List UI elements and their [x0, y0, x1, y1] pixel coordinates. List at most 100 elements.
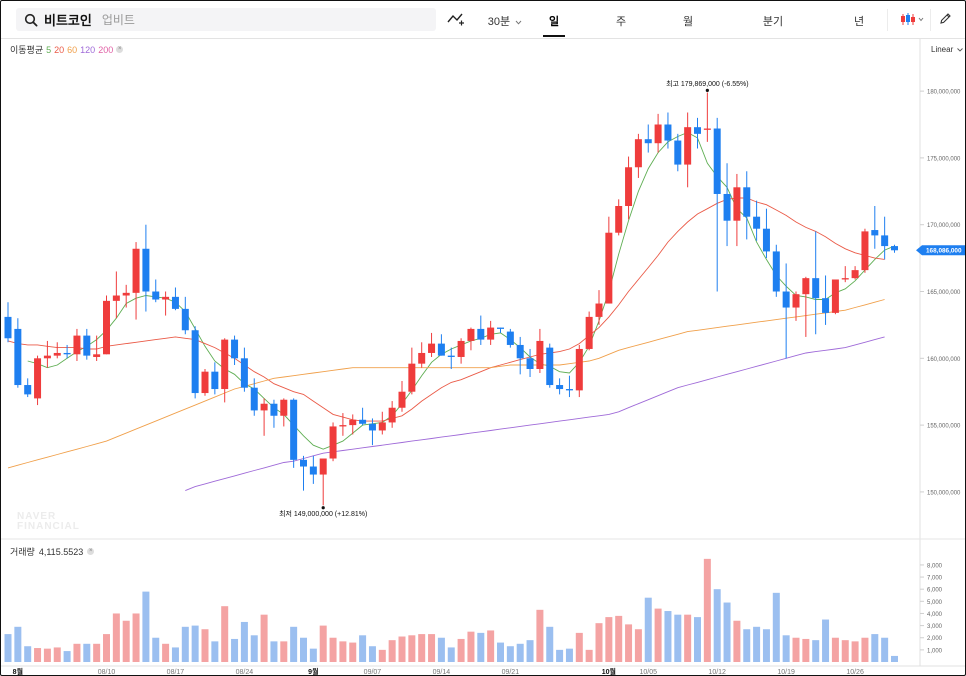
- volume-bar: [319, 625, 327, 662]
- candle-body: [191, 330, 199, 394]
- pencil-icon[interactable]: [939, 12, 952, 25]
- volume-bar: [487, 630, 495, 662]
- volume-tick-label: 3,000: [927, 624, 943, 630]
- volume-bar: [349, 642, 357, 662]
- volume-bar: [260, 614, 268, 662]
- x-tick-label: 09/07: [364, 669, 382, 675]
- volume-bar: [634, 629, 642, 662]
- candle-body: [694, 127, 701, 134]
- ma-period-120: 120: [80, 44, 96, 55]
- scale-mode-select[interactable]: Linear: [931, 45, 964, 54]
- candle-body: [290, 399, 298, 460]
- high-marker-label: 최고 179,869,000 (-6.55%): [666, 79, 749, 88]
- volume-bar: [605, 617, 613, 662]
- volume-bar: [575, 632, 583, 662]
- search-box[interactable]: 비트코인 업비트: [16, 8, 436, 31]
- candle-body: [408, 363, 416, 392]
- price-tick-label: 150,000,000: [927, 490, 961, 496]
- chevron-down-icon: [515, 20, 522, 25]
- close-icon[interactable]: ×: [116, 46, 124, 53]
- close-icon[interactable]: ×: [87, 548, 95, 555]
- price-tick-label: 155,000,000: [927, 424, 961, 430]
- volume-bar: [467, 631, 475, 662]
- watermark-line: NAVER: [17, 511, 57, 522]
- volume-bar: [418, 634, 426, 662]
- candle-body: [122, 292, 130, 296]
- volume-bar: [398, 636, 406, 662]
- volume-bar: [191, 625, 199, 662]
- candle-body: [822, 298, 830, 313]
- ma-period-20: 20: [54, 44, 65, 55]
- interval-select[interactable]: 30분: [485, 13, 525, 29]
- candle-body: [792, 294, 800, 308]
- volume-bar: [713, 589, 721, 662]
- candle-body: [802, 278, 810, 295]
- candle-body: [270, 403, 278, 416]
- candle-body: [526, 358, 534, 369]
- volume-bar: [132, 613, 140, 662]
- volume-bar: [822, 619, 830, 662]
- candle-body: [388, 407, 396, 423]
- candle-body: [398, 391, 406, 408]
- candle-body: [782, 291, 790, 308]
- volume-bar: [290, 626, 298, 662]
- volume-bar: [536, 609, 544, 662]
- draw-trend-icon[interactable]: [447, 12, 465, 26]
- volume-bar: [664, 611, 672, 662]
- tab-quarter[interactable]: 분기: [762, 16, 784, 28]
- volume-tick-label: 5,000: [927, 600, 943, 606]
- price-tick-label: 170,000,000: [927, 223, 961, 229]
- tab-day[interactable]: 일: [543, 13, 565, 37]
- candle-body: [378, 422, 386, 431]
- volume-bar: [585, 649, 593, 662]
- volume-tick-label: 7,000: [927, 576, 943, 582]
- candle-body: [762, 228, 770, 252]
- search-icon[interactable]: [24, 13, 38, 27]
- volume-bar: [142, 591, 150, 662]
- volume-bar: [792, 637, 800, 662]
- candle-body: [142, 248, 150, 292]
- volume-bar: [753, 626, 761, 662]
- ma-legend: 이동평균 5 20 60 120 200 ×: [10, 43, 124, 56]
- candle-body: [240, 358, 248, 388]
- candle-body: [309, 466, 317, 475]
- ma-period-200: 200: [98, 44, 114, 55]
- candle-body: [437, 343, 445, 356]
- candle-body: [546, 347, 554, 386]
- tab-week[interactable]: 주: [615, 16, 627, 28]
- candle-body: [467, 328, 475, 341]
- candle-body: [231, 339, 239, 359]
- candle-body: [575, 348, 583, 391]
- candle-body: [63, 352, 71, 355]
- candle-style-icon[interactable]: [900, 13, 926, 26]
- candle-body: [221, 339, 229, 390]
- volume-bar: [684, 614, 692, 662]
- candle-body: [280, 399, 288, 416]
- volume-bar: [703, 558, 711, 662]
- candle-body: [368, 423, 376, 431]
- candle-body: [487, 327, 495, 340]
- volume-bar: [359, 635, 367, 662]
- volume-bar: [871, 634, 879, 662]
- volume-bar: [388, 640, 396, 662]
- candle-body: [743, 187, 751, 217]
- candle-body: [14, 328, 22, 386]
- candle-body: [359, 419, 367, 424]
- candle-body: [4, 316, 12, 339]
- ma-period-5: 5: [46, 44, 52, 55]
- volume-bar: [506, 646, 514, 662]
- volume-bar: [654, 608, 662, 662]
- candle-body: [605, 232, 613, 304]
- volume-bar: [595, 623, 603, 662]
- tab-month[interactable]: 월: [682, 16, 694, 28]
- current-price-tag: [916, 245, 965, 256]
- volume-bar: [4, 634, 12, 662]
- candle-body: [83, 335, 91, 356]
- chevron-down-icon: [957, 48, 964, 52]
- tab-year[interactable]: 년: [853, 16, 865, 28]
- candle-body: [477, 328, 485, 340]
- x-tick-label: 08/24: [236, 669, 254, 675]
- candle-body: [181, 308, 189, 331]
